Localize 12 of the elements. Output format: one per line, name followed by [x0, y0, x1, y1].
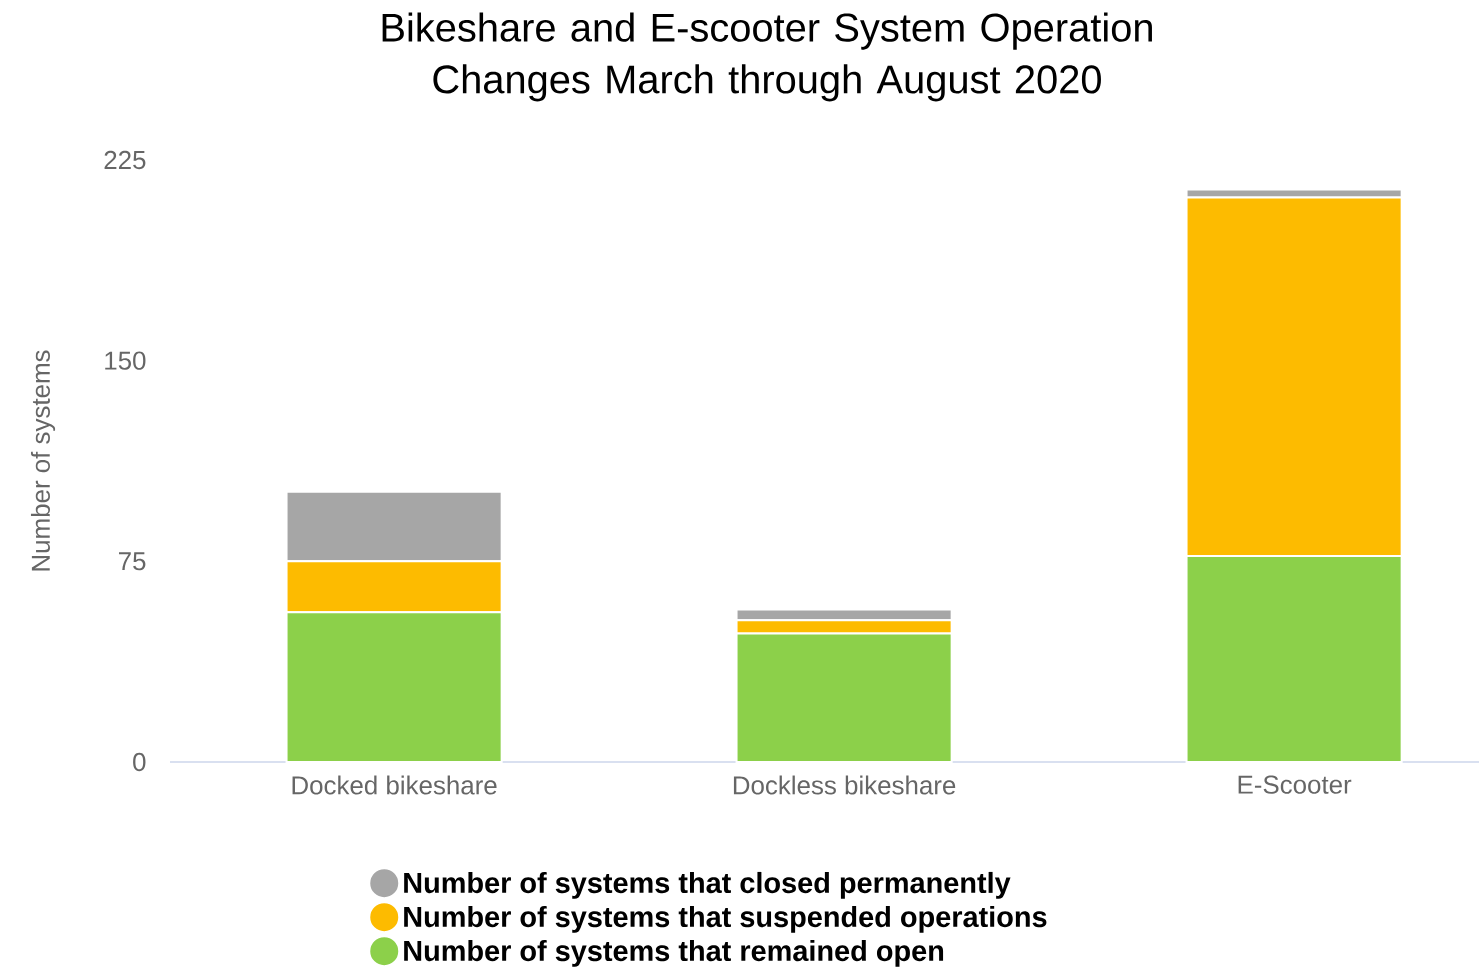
- x-tick-label: E-Scooter: [1238, 775, 1352, 794]
- y-axis-title: Number of systems: [30, 350, 56, 571]
- x-tick-label: Dockless bikeshare: [733, 775, 956, 795]
- y-tick-label: 0: [133, 752, 146, 772]
- chart-title: Bikeshare and E-scooter System Operation Changes March through August 2020: [382, 12, 1152, 102]
- y-tick-label: 225: [104, 150, 146, 170]
- y-tick-label: 75: [119, 552, 146, 571]
- legend-label: Number of systems that remained open: [404, 939, 944, 967]
- legend-label: Number of systems that suspended operations: [404, 905, 1047, 933]
- x-tick-label: Docked bikeshare: [292, 775, 497, 795]
- legend-label: Number of systems that closed permanently: [404, 871, 1011, 899]
- y-tick-label: 150: [105, 351, 146, 370]
